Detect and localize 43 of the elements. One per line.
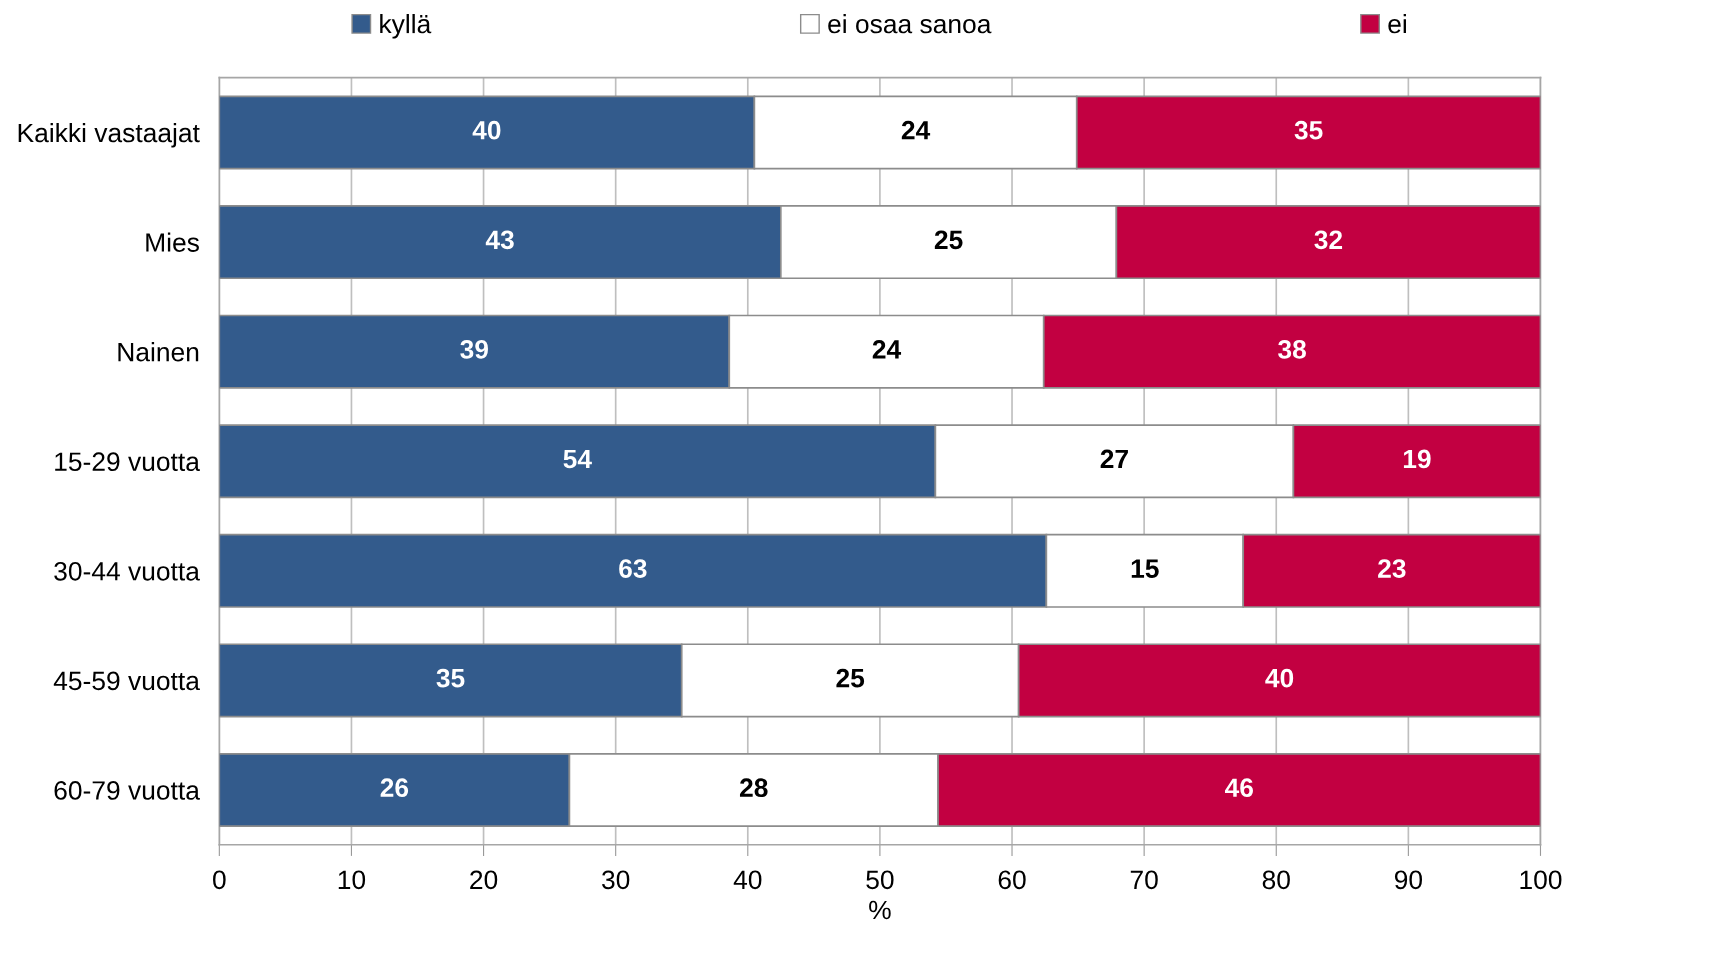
- data-label: 23: [1378, 559, 1406, 578]
- x-tick-label: 0: [213, 870, 226, 890]
- data-label: 54: [563, 449, 592, 469]
- data-label: 43: [485, 230, 514, 250]
- data-label: 24: [872, 340, 902, 359]
- data-label: 46: [1224, 778, 1253, 798]
- data-label: 40: [1265, 668, 1294, 688]
- x-tick-label: 50: [866, 870, 894, 890]
- data-label: 38: [1278, 340, 1306, 359]
- y-tick-label: Kaikki vastaajat: [18, 122, 200, 148]
- x-tick-label: 10: [338, 870, 366, 890]
- data-label: 35: [436, 668, 465, 688]
- data-label: 40: [472, 120, 501, 140]
- data-label: 15: [1131, 559, 1159, 578]
- data-label: 26: [380, 778, 409, 798]
- x-tick-label: 20: [470, 870, 498, 890]
- data-label: 39: [460, 340, 489, 359]
- legend-label: ei osaa sanoa: [828, 13, 992, 34]
- x-tick-label: 30: [602, 870, 630, 890]
- y-tick-label: 60-79 vuotta: [54, 781, 200, 800]
- y-tick-label: Mies: [146, 232, 199, 252]
- data-label: 24: [901, 120, 931, 140]
- data-label: 25: [836, 668, 865, 688]
- legend-label: kyllä: [380, 13, 432, 39]
- data-label: 35: [1294, 120, 1323, 140]
- y-tick-label: 15-29 vuotta: [55, 452, 200, 472]
- x-axis-title: %: [869, 900, 891, 920]
- x-tick-label: 60: [998, 870, 1026, 890]
- x-tick-label: 80: [1262, 870, 1290, 890]
- data-label: 25: [934, 230, 963, 250]
- x-tick-label: 70: [1130, 870, 1158, 890]
- y-tick-label: 30-44 vuotta: [54, 561, 200, 581]
- x-tick-label: 40: [733, 870, 762, 890]
- data-label: 32: [1314, 230, 1343, 250]
- y-tick-label: 45-59 vuotta: [53, 671, 200, 691]
- legend-label: ei: [1388, 13, 1406, 34]
- y-tick-label: Nainen: [118, 342, 199, 362]
- data-label: 27: [1100, 449, 1128, 469]
- x-tick-label: 90: [1394, 870, 1423, 890]
- x-tick-label: 100: [1520, 870, 1562, 890]
- data-label: 28: [739, 778, 768, 798]
- data-label: 19: [1403, 449, 1431, 469]
- data-label: 63: [619, 559, 647, 578]
